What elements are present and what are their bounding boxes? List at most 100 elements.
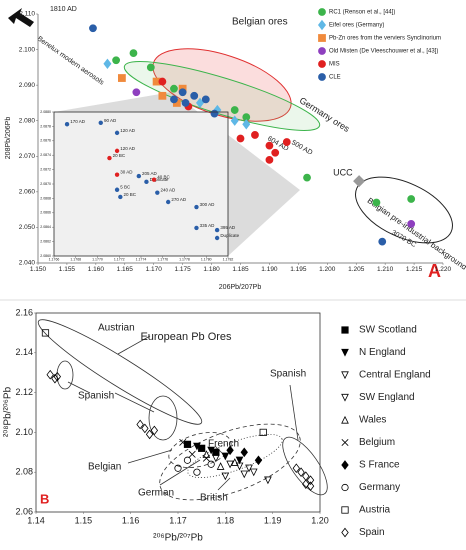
legend-marker xyxy=(341,393,349,402)
point xyxy=(236,134,245,143)
y-tick-label: 2.0862 xyxy=(40,240,51,244)
annotation: Austrian xyxy=(98,323,135,334)
legend-marker xyxy=(341,415,349,424)
point-label: 120 AD xyxy=(120,128,136,133)
point xyxy=(114,172,120,177)
point xyxy=(174,464,182,472)
legend-label: SW Scotland xyxy=(359,325,417,336)
x-tick-label: 1.16 xyxy=(122,515,140,525)
point xyxy=(212,448,220,456)
point-label: 170 AD xyxy=(70,119,86,124)
point xyxy=(306,475,315,485)
arrow xyxy=(67,381,91,394)
x-tick-label: 1.200 xyxy=(319,266,336,273)
annotation: Belgian xyxy=(88,462,121,473)
arrow xyxy=(289,384,299,441)
background-ellipse xyxy=(355,176,453,244)
point xyxy=(226,460,234,469)
point xyxy=(194,225,199,231)
annotation: British xyxy=(200,493,228,504)
legend-label: N England xyxy=(359,347,406,358)
point xyxy=(98,120,103,126)
point-label: Duplicate xyxy=(220,233,239,238)
point xyxy=(254,455,263,466)
legend-marker xyxy=(318,8,326,16)
legend-label: Belgium xyxy=(359,437,395,448)
y-tick-label: 2.0874 xyxy=(40,153,51,157)
reference-label: UCC xyxy=(333,168,353,178)
y-tick-label: 2.0860 xyxy=(40,254,51,258)
x-tick-label: 1.1772 xyxy=(114,257,125,261)
x-tick-label: 1.1770 xyxy=(92,257,103,261)
point xyxy=(136,173,142,179)
x-tick-label: 1.18 xyxy=(217,515,235,525)
y-tick-label: 2.080 xyxy=(19,117,36,124)
x-axis-label: ²⁰⁶Pb/²⁰⁷Pb xyxy=(153,533,203,544)
y-tick-label: 2.08 xyxy=(15,467,33,477)
x-tick-label: 1.185 xyxy=(232,266,249,273)
point xyxy=(297,467,305,478)
point xyxy=(107,155,112,161)
point xyxy=(407,195,416,203)
point xyxy=(129,49,138,58)
legend-marker xyxy=(341,326,349,334)
point xyxy=(259,428,267,437)
point-label: 120 AD xyxy=(120,146,136,151)
legend-label: RC1 (Renson et al., [44]) xyxy=(329,10,395,16)
x-tick-label: 1.165 xyxy=(117,266,134,273)
x-tick-label: 1.160 xyxy=(88,266,105,273)
point xyxy=(378,237,387,246)
annotation: French xyxy=(208,439,239,450)
arrow xyxy=(127,449,173,464)
legend-label: Austria xyxy=(359,505,391,516)
legend-marker xyxy=(341,371,349,380)
y-tick-label: 2.14 xyxy=(15,347,33,357)
point xyxy=(51,373,59,384)
point xyxy=(195,97,205,109)
point xyxy=(235,456,244,465)
spanish-ellipse xyxy=(148,395,178,441)
legend-label: S France xyxy=(359,460,400,471)
legend-marker xyxy=(341,527,349,538)
legend-marker xyxy=(318,60,326,68)
point xyxy=(117,74,126,82)
point xyxy=(202,454,210,462)
annotation: Spanish xyxy=(78,391,114,402)
annotation: 1810 AD xyxy=(50,6,77,13)
legend-marker xyxy=(341,460,349,470)
point xyxy=(144,179,149,185)
point xyxy=(114,130,120,136)
y-tick-label: 2.0864 xyxy=(40,225,51,229)
point xyxy=(302,479,310,489)
x-tick-label: 1.195 xyxy=(290,266,307,273)
point xyxy=(264,476,272,485)
point xyxy=(64,122,70,127)
x-tick-label: 1.1780 xyxy=(201,257,212,261)
point xyxy=(114,148,120,154)
x-tick-label: 1.220 xyxy=(435,266,452,273)
panel-label: A xyxy=(428,261,441,281)
point xyxy=(251,131,259,139)
point xyxy=(170,95,178,104)
point xyxy=(141,423,149,434)
point xyxy=(178,88,187,97)
legend-label: MIS xyxy=(329,62,340,68)
y-tick-label: 2.16 xyxy=(15,307,33,317)
x-tick-label: 1.19 xyxy=(264,515,282,525)
point xyxy=(235,462,244,471)
point xyxy=(114,187,120,192)
x-tick-label: 1.14 xyxy=(27,515,45,525)
legend-label: Old Misten (De Vleeschouwer et al., [43]… xyxy=(329,49,438,55)
legend-marker xyxy=(318,47,326,55)
legend-marker xyxy=(318,73,326,81)
point xyxy=(118,194,123,200)
y-tick-label: 2.0872 xyxy=(40,168,51,172)
y-tick-label: 2.050 xyxy=(19,224,36,231)
x-tick-label: 1.15 xyxy=(75,515,93,525)
point xyxy=(265,155,274,164)
group-outlines xyxy=(37,319,328,501)
y-tick-label: 2.0870 xyxy=(40,182,51,186)
point xyxy=(181,99,190,107)
point-label: 395 AD xyxy=(220,225,236,230)
